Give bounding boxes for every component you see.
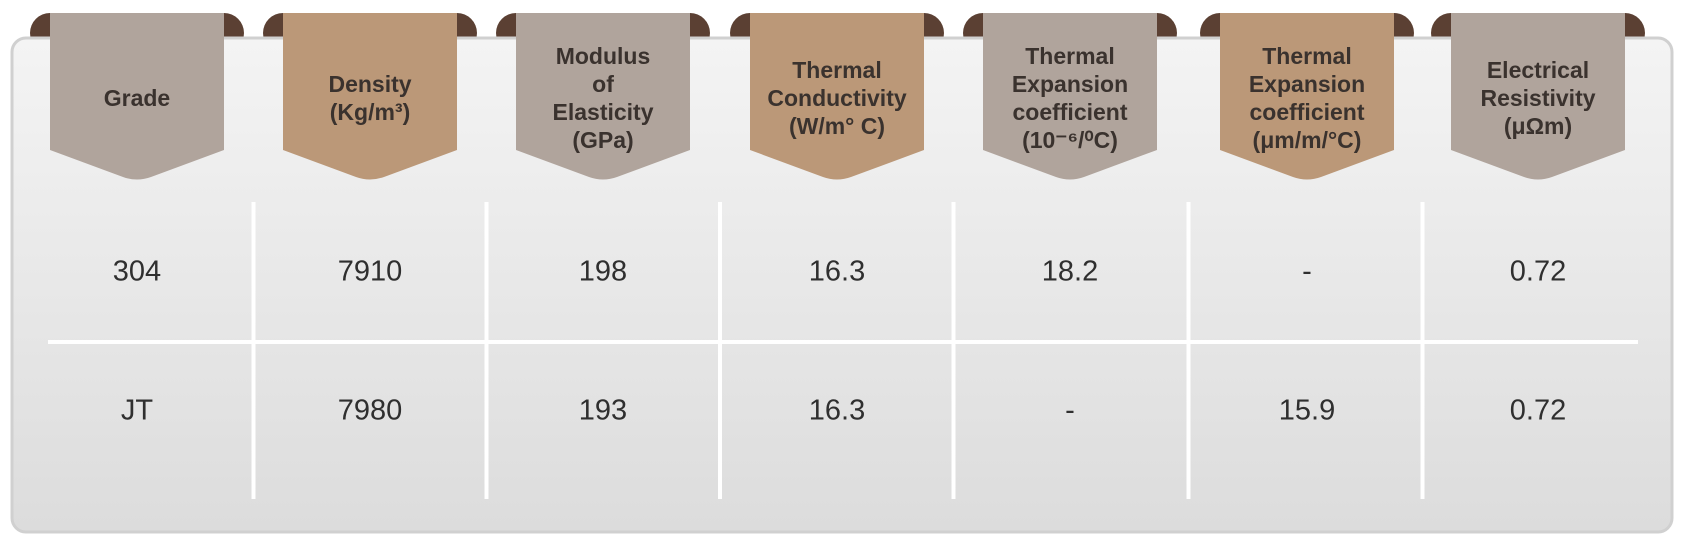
cell: 7980: [338, 395, 403, 427]
header-label: (Kg/m³): [330, 99, 410, 125]
header-label: Thermal: [792, 57, 881, 83]
header-tab: [50, 13, 224, 180]
cell: -: [1302, 256, 1312, 288]
header-tab: [283, 13, 457, 180]
header-label: Expansion: [1012, 71, 1128, 97]
header-label: Resistivity: [1480, 85, 1595, 111]
header-tab: [516, 13, 690, 180]
header-label: (W/m° C): [789, 113, 885, 139]
cell: -: [1065, 395, 1075, 427]
cell: 0.72: [1510, 395, 1566, 427]
cell: 15.9: [1279, 395, 1335, 427]
header-label: (GPa): [572, 127, 633, 153]
header-label: (μΩm): [1504, 113, 1572, 139]
header-label: of: [592, 71, 614, 97]
cell: 16.3: [809, 395, 865, 427]
header-label: Expansion: [1249, 71, 1365, 97]
cell: 193: [579, 395, 627, 427]
cell: 198: [579, 256, 627, 288]
header-tab: [1220, 13, 1394, 180]
header-label: (μm/m/°C): [1253, 127, 1362, 153]
header-label: Density: [328, 71, 411, 97]
header-tab: [750, 13, 924, 180]
cell: 18.2: [1042, 256, 1098, 288]
header-label: Thermal: [1025, 43, 1114, 69]
header-label: (10⁻⁶/⁰C): [1022, 127, 1118, 153]
header-label: Modulus: [556, 43, 651, 69]
header-label: coefficient: [1012, 99, 1127, 125]
header-label: Thermal: [1262, 43, 1351, 69]
header-tab: [983, 13, 1157, 180]
header-label: Conductivity: [767, 85, 906, 111]
header-tab: [1451, 13, 1625, 180]
cell: 16.3: [809, 256, 865, 288]
header-label: Elasticity: [553, 99, 654, 125]
cell: 304: [113, 256, 161, 288]
header-label: Grade: [104, 85, 170, 111]
cell: 0.72: [1510, 256, 1566, 288]
table-body: Grade Density(Kg/m³) ModulusofElasticity(G…: [48, 13, 1638, 499]
header-label: coefficient: [1249, 99, 1364, 125]
cell: 7910: [338, 256, 403, 288]
cell: JT: [121, 395, 154, 427]
header-label: Electrical: [1487, 57, 1589, 83]
